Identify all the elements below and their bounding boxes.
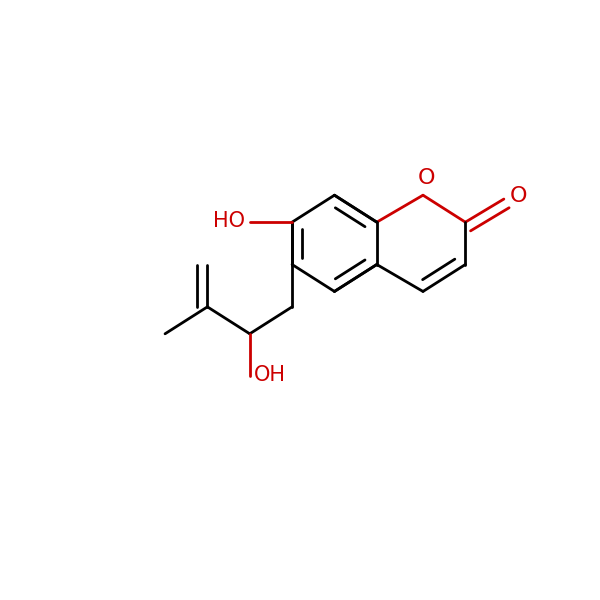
Text: O: O [418, 167, 435, 187]
Text: OH: OH [254, 365, 286, 385]
Text: HO: HO [213, 211, 245, 230]
Text: O: O [510, 186, 527, 206]
